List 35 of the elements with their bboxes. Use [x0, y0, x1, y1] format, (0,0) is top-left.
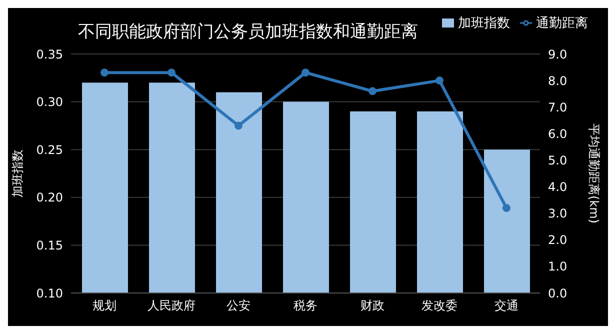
- y2-tick-label: 6.0: [548, 126, 568, 141]
- point: [234, 122, 242, 130]
- point: [168, 68, 176, 77]
- y-tick-label: 0.20: [36, 190, 63, 205]
- y2-tick-label: 8.0: [548, 74, 568, 88]
- x-tick-label: 交通: [494, 298, 518, 313]
- y-axis-title: 加班指数: [10, 150, 24, 198]
- x-tick-label: 公安: [226, 298, 250, 313]
- y2-tick-label: 5.0: [548, 153, 568, 168]
- point: [302, 68, 310, 77]
- y-tick-label: 0.30: [36, 95, 63, 110]
- y2-tick-label: 0.0: [548, 286, 568, 300]
- x-tick-label: 人民政府: [148, 298, 196, 313]
- y-tick-label: 0.15: [36, 238, 63, 252]
- x-tick-label: 财政: [360, 298, 384, 313]
- y2-tick-label: 7.0: [548, 100, 568, 114]
- y-tick-label: 0.10: [36, 286, 63, 300]
- x-tick-label: 税务: [294, 298, 318, 313]
- y2-tick-label: 3.0: [548, 206, 568, 221]
- x-tick-label: 规划: [92, 298, 116, 313]
- y2-tick-label: 2.0: [548, 233, 568, 248]
- y2-tick-label: 4.0: [548, 180, 568, 194]
- y-tick-label: 0.35: [36, 47, 63, 62]
- y2-axis-title: 平均通勤距离(km): [586, 123, 601, 224]
- point: [502, 204, 510, 212]
- legend-label: 加班指数: [458, 16, 510, 31]
- y2-tick-label: 9.0: [548, 47, 568, 62]
- y-tick-label: 0.25: [36, 142, 63, 157]
- point: [436, 76, 444, 85]
- y2-tick-label: 1.0: [548, 260, 568, 274]
- point: [368, 87, 376, 96]
- x-tick-label: 发改委: [422, 298, 458, 313]
- point: [100, 68, 108, 77]
- chart-title: 不同职能政府部门公务员加班指数和通勤距离: [78, 21, 418, 43]
- legend-label: 通勤距离: [536, 16, 588, 31]
